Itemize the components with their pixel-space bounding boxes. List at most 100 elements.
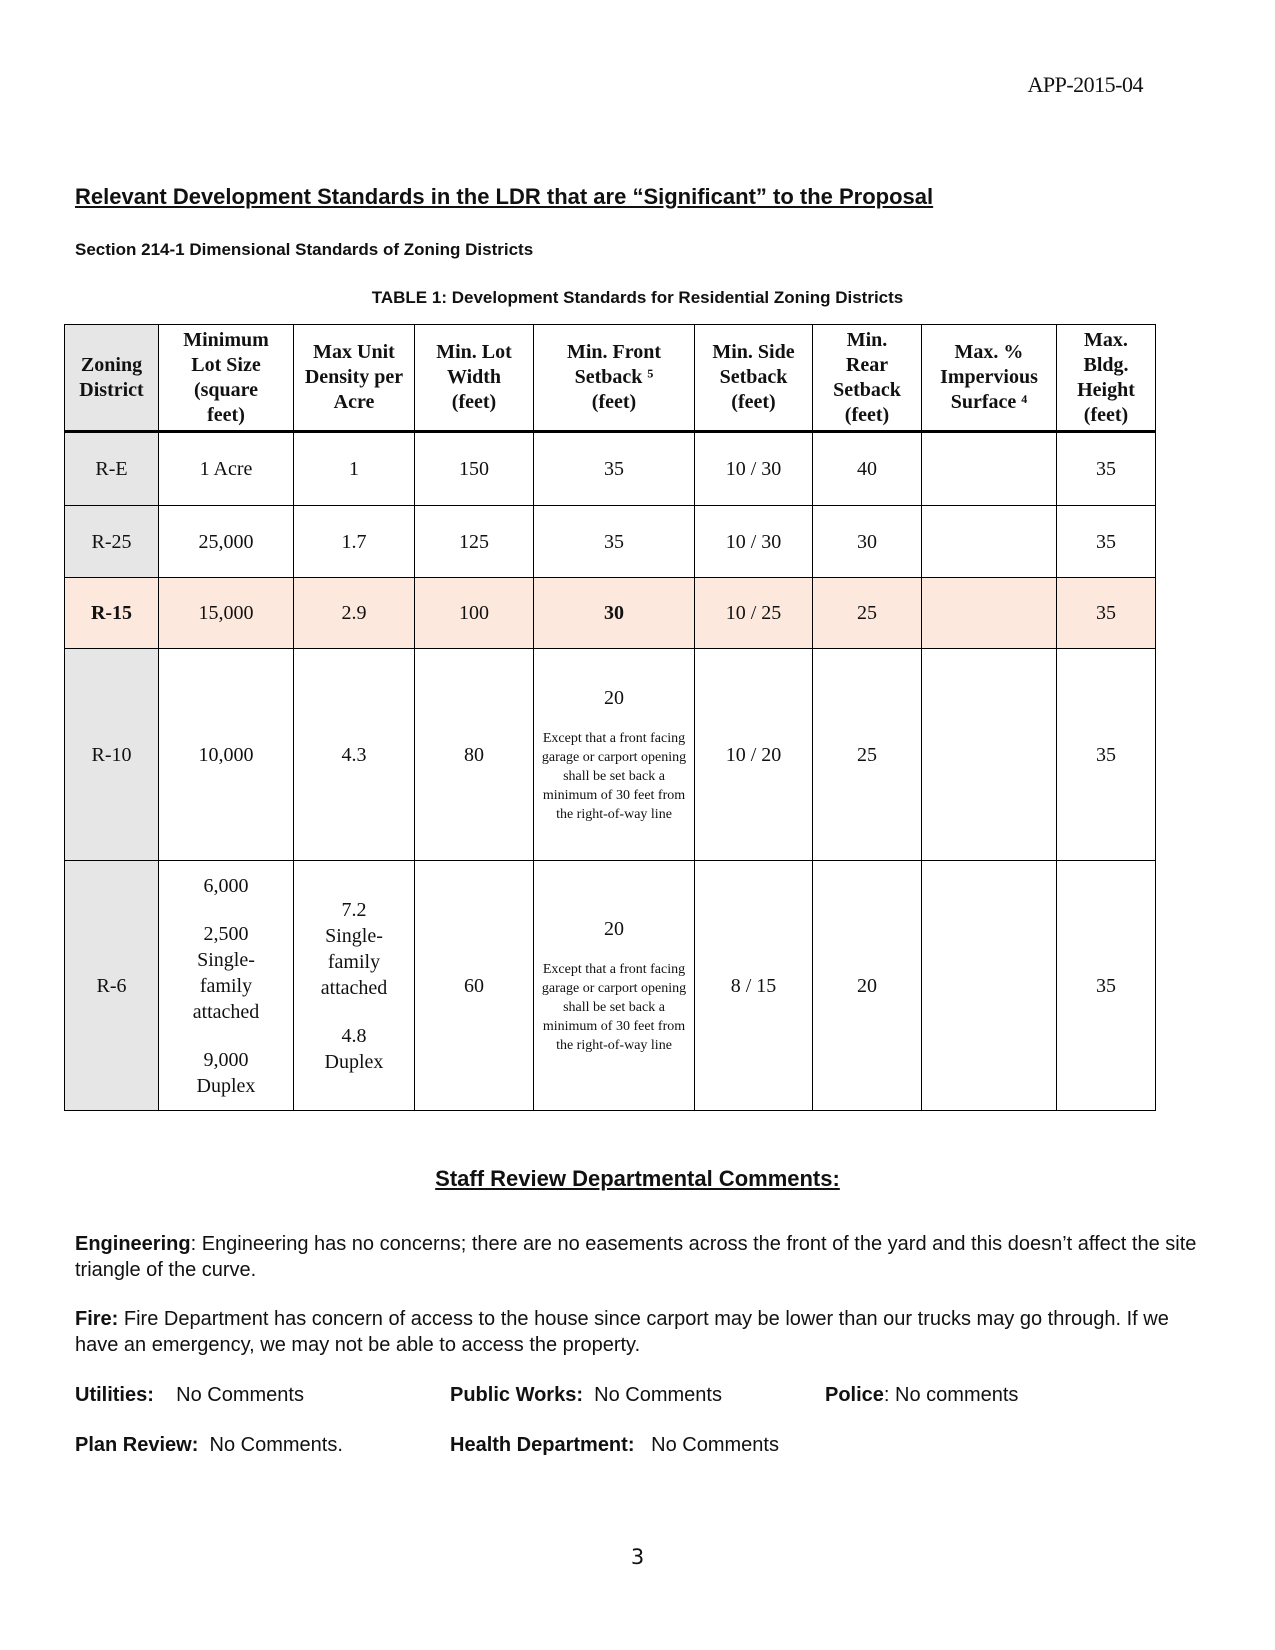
column-header-line: Surface ⁴ [950, 391, 1028, 413]
column-header-line: (square [193, 378, 259, 401]
health-label: Health Department: [450, 1434, 635, 1456]
cell-value: 10,000 [198, 743, 254, 766]
cell-value: 20 [604, 918, 624, 940]
cell-side: 10 / 30 [694, 505, 813, 578]
front-setback-note: Except that a front facing garage or car… [541, 731, 687, 822]
cell-impervious [921, 577, 1057, 649]
cell-line: 9,000 [203, 1048, 249, 1071]
column-header: Minimum Lot Size (square feet) [158, 324, 294, 433]
cell-value: 10 / 20 [725, 743, 782, 766]
plan-review-text: No Comments. [209, 1434, 343, 1456]
column-header-line: feet) [207, 403, 245, 426]
cell-value: R-E [95, 458, 128, 480]
cell-value: 1 [349, 458, 359, 480]
column-header-line: Bldg. [1083, 353, 1129, 376]
cell-density: 4.3 [293, 648, 415, 861]
column-header-line: (feet) [591, 391, 637, 413]
column-header: Max. % Impervious Surface ⁴ [921, 324, 1057, 433]
column-header-line: Min. Front [566, 341, 662, 363]
cell-value: 35 [1096, 602, 1116, 624]
cell-impervious [921, 505, 1057, 578]
cell-value: 20 [857, 974, 877, 997]
cell-value: 80 [464, 743, 484, 766]
development-standards-table: Zoning District Minimum Lot Size (square feet… [64, 324, 1156, 1111]
cell-width: 80 [414, 648, 534, 861]
cell-value: 60 [464, 974, 484, 997]
cell-lot-size: 10,000 [158, 648, 294, 861]
cell-rear: 20 [812, 860, 922, 1111]
cell-front: 20 Except that a front facing garage or c… [533, 648, 695, 861]
column-header-line: Setback [719, 366, 788, 388]
engineering-text: : Engineering has no concerns; there are… [75, 1233, 1197, 1281]
document-id: APP-2015-04 [1027, 72, 1143, 97]
police-label: Police [825, 1384, 884, 1406]
cell-lot-size: 25,000 [158, 505, 294, 578]
cell-front: 35 [533, 431, 695, 506]
fire-comment: Fire: Fire Department has concern of acc… [75, 1306, 1205, 1358]
cell-value: 8 / 15 [730, 974, 777, 997]
health-comment: Health Department: No Comments [450, 1432, 779, 1458]
cell-line: attached [192, 1000, 260, 1023]
cell-value: R-15 [90, 602, 133, 624]
column-header-line: Minimum [183, 328, 269, 351]
cell-value: 35 [604, 458, 624, 480]
cell-value: 2.9 [341, 602, 367, 624]
cell-value: 15,000 [198, 602, 254, 624]
cell-line: Duplex [196, 1074, 256, 1097]
cell-district: R-10 [64, 648, 159, 861]
cell-value: 35 [1096, 530, 1116, 553]
cell-value: 10 / 30 [725, 530, 782, 553]
table-row: R-10 10,000 4.3 80 20 Except that a front fac… [64, 648, 1156, 861]
cell-value: 25 [857, 743, 877, 766]
cell-value: 35 [1096, 458, 1116, 480]
cell-value: 1 Acre [199, 458, 253, 480]
cell-line: family [199, 974, 253, 997]
table-row: R-6 6,000 2,500 Single-family attached 9,000 D… [64, 860, 1156, 1111]
utilities-comment: Utilities: No Comments [75, 1382, 304, 1408]
column-header-line: Setback [833, 378, 901, 401]
column-header-line: Lot Size [191, 353, 261, 376]
column-header-line: (feet) [731, 391, 776, 413]
cell-value: 25,000 [198, 530, 254, 553]
cell-density: 7.2 Single-family attached 4.8 Duplex [293, 860, 415, 1111]
cell-height: 35 [1056, 577, 1156, 649]
cell-front: 30 [533, 577, 695, 649]
police-text: : No comments [883, 1384, 1019, 1406]
health-text: No Comments [651, 1434, 779, 1456]
cell-district: R-6 [64, 860, 159, 1111]
table-row: R-E 1 Acre 1 150 35 10 / 30 40 35 [64, 431, 1156, 506]
cell-value: 125 [459, 530, 489, 553]
cell-impervious [921, 431, 1057, 506]
table-row: R-15 15,000 2.9 100 30 10 / 25 25 35 [64, 577, 1156, 649]
column-header-line: Min. [846, 328, 888, 351]
column-header-line: (feet) [451, 391, 497, 413]
front-setback-note: Except that a front facing garage or car… [541, 962, 687, 1053]
engineering-comment: Engineering: Engineering has no concerns… [75, 1231, 1205, 1283]
fire-label: Fire: [75, 1308, 119, 1330]
cell-rear: 25 [812, 648, 922, 861]
column-header-line: Min. Lot [436, 341, 512, 363]
column-header: Min. Front Setback ⁵ (feet) [533, 324, 695, 433]
cell-value: R-25 [91, 530, 132, 553]
column-header-line: Max. % [954, 341, 1024, 363]
column-header-line: Width [446, 366, 502, 388]
plan-review-label: Plan Review: [75, 1434, 199, 1456]
cell-rear: 25 [812, 577, 922, 649]
column-header: Max Unit Density per Acre [293, 324, 415, 433]
column-header-line: Impervious [940, 366, 1038, 388]
page-number: 3 [630, 1545, 645, 1569]
cell-value: 1.7 [341, 530, 367, 553]
cell-side: 10 / 25 [694, 577, 813, 649]
column-header: Min. Side Setback (feet) [694, 324, 813, 433]
cell-height: 35 [1056, 860, 1156, 1111]
cell-value: 40 [857, 458, 877, 480]
cell-height: 35 [1056, 505, 1156, 578]
column-header: Min. Lot Width (feet) [414, 324, 534, 433]
cell-width: 100 [414, 577, 534, 649]
cell-height: 35 [1056, 648, 1156, 861]
cell-value: R-10 [91, 743, 132, 766]
cell-line: 2,500 [203, 922, 249, 945]
column-header: Max. Bldg. Height (feet) [1056, 324, 1156, 433]
cell-value: 35 [604, 530, 624, 553]
